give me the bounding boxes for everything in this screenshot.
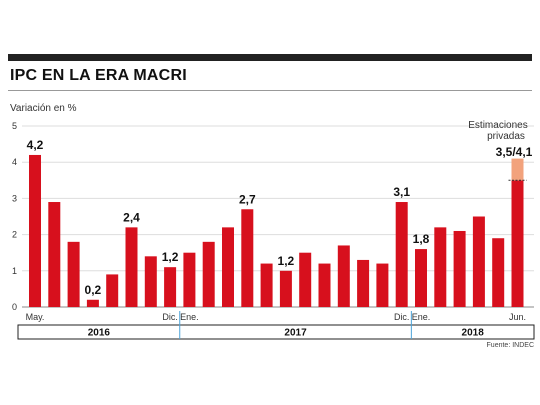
estimate-note-line1: Estimaciones — [468, 120, 527, 131]
bar — [144, 256, 157, 307]
data-labels: 4,2 0,2 2,4 1,2 2,7 1,2 3,1 1,8 — [27, 138, 430, 297]
data-label: 1,8 — [413, 232, 430, 246]
bar — [279, 270, 292, 307]
bar — [472, 216, 485, 307]
month-label: May. — [26, 312, 45, 322]
bar — [222, 227, 234, 307]
bar — [395, 202, 408, 307]
data-label: 1,2 — [162, 250, 179, 264]
chart-title: IPC EN LA ERA MACRI — [10, 67, 187, 84]
y-tick-label: 5 — [12, 121, 17, 131]
estimate-range-bar — [511, 158, 524, 181]
bar — [337, 245, 350, 307]
bar — [453, 230, 466, 307]
bar — [106, 274, 119, 307]
bar — [357, 259, 370, 307]
bar — [318, 263, 331, 307]
year-label: 2016 — [88, 328, 111, 339]
month-labels: May. Dic. Ene. Dic. Ene. Jun. — [26, 312, 526, 322]
estimate-value-label: 3,5/4,1 — [496, 145, 533, 159]
source-note: Fuente: INDEC — [487, 342, 534, 349]
bar — [260, 263, 273, 307]
data-label: 2,4 — [123, 210, 140, 224]
y-axis-label: Variación en % — [10, 103, 77, 114]
bar — [164, 267, 177, 307]
y-tick-label: 4 — [12, 157, 17, 167]
year-axis-frame — [17, 324, 535, 340]
data-label: 1,2 — [278, 254, 295, 268]
y-tick-label: 1 — [12, 266, 17, 276]
bar — [67, 241, 80, 307]
y-tick-label: 3 — [12, 193, 17, 203]
y-tick-label: 2 — [12, 230, 17, 240]
bar — [376, 263, 389, 307]
top-rule — [8, 54, 532, 61]
bar — [29, 154, 41, 307]
bar — [241, 209, 254, 307]
month-label: Dic. — [162, 312, 178, 322]
bar — [299, 252, 312, 307]
month-label: Jun. — [509, 312, 526, 322]
y-ticks: 0 1 2 3 4 5 — [12, 121, 17, 312]
year-axis: 2016 2017 2018 — [17, 311, 535, 340]
year-label: 2017 — [284, 328, 307, 339]
month-label: Dic. — [394, 312, 410, 322]
bar — [202, 241, 215, 307]
bars — [29, 154, 527, 307]
bar — [434, 227, 447, 307]
bar — [86, 299, 99, 307]
bar — [48, 202, 61, 307]
bar — [511, 180, 524, 307]
bar — [183, 252, 196, 307]
bar — [415, 249, 427, 307]
title-rule — [8, 90, 532, 91]
year-label: 2018 — [462, 328, 485, 339]
month-label: Ene. — [412, 312, 431, 322]
data-label: 0,2 — [85, 283, 102, 297]
data-label: 4,2 — [27, 138, 44, 152]
bar — [125, 227, 138, 307]
y-tick-label: 0 — [12, 302, 17, 312]
data-label: 3,1 — [393, 185, 410, 199]
bar — [492, 238, 505, 307]
month-label: Ene. — [180, 312, 199, 322]
estimate-note-line2: privadas — [487, 131, 525, 142]
data-label: 2,7 — [239, 192, 256, 206]
